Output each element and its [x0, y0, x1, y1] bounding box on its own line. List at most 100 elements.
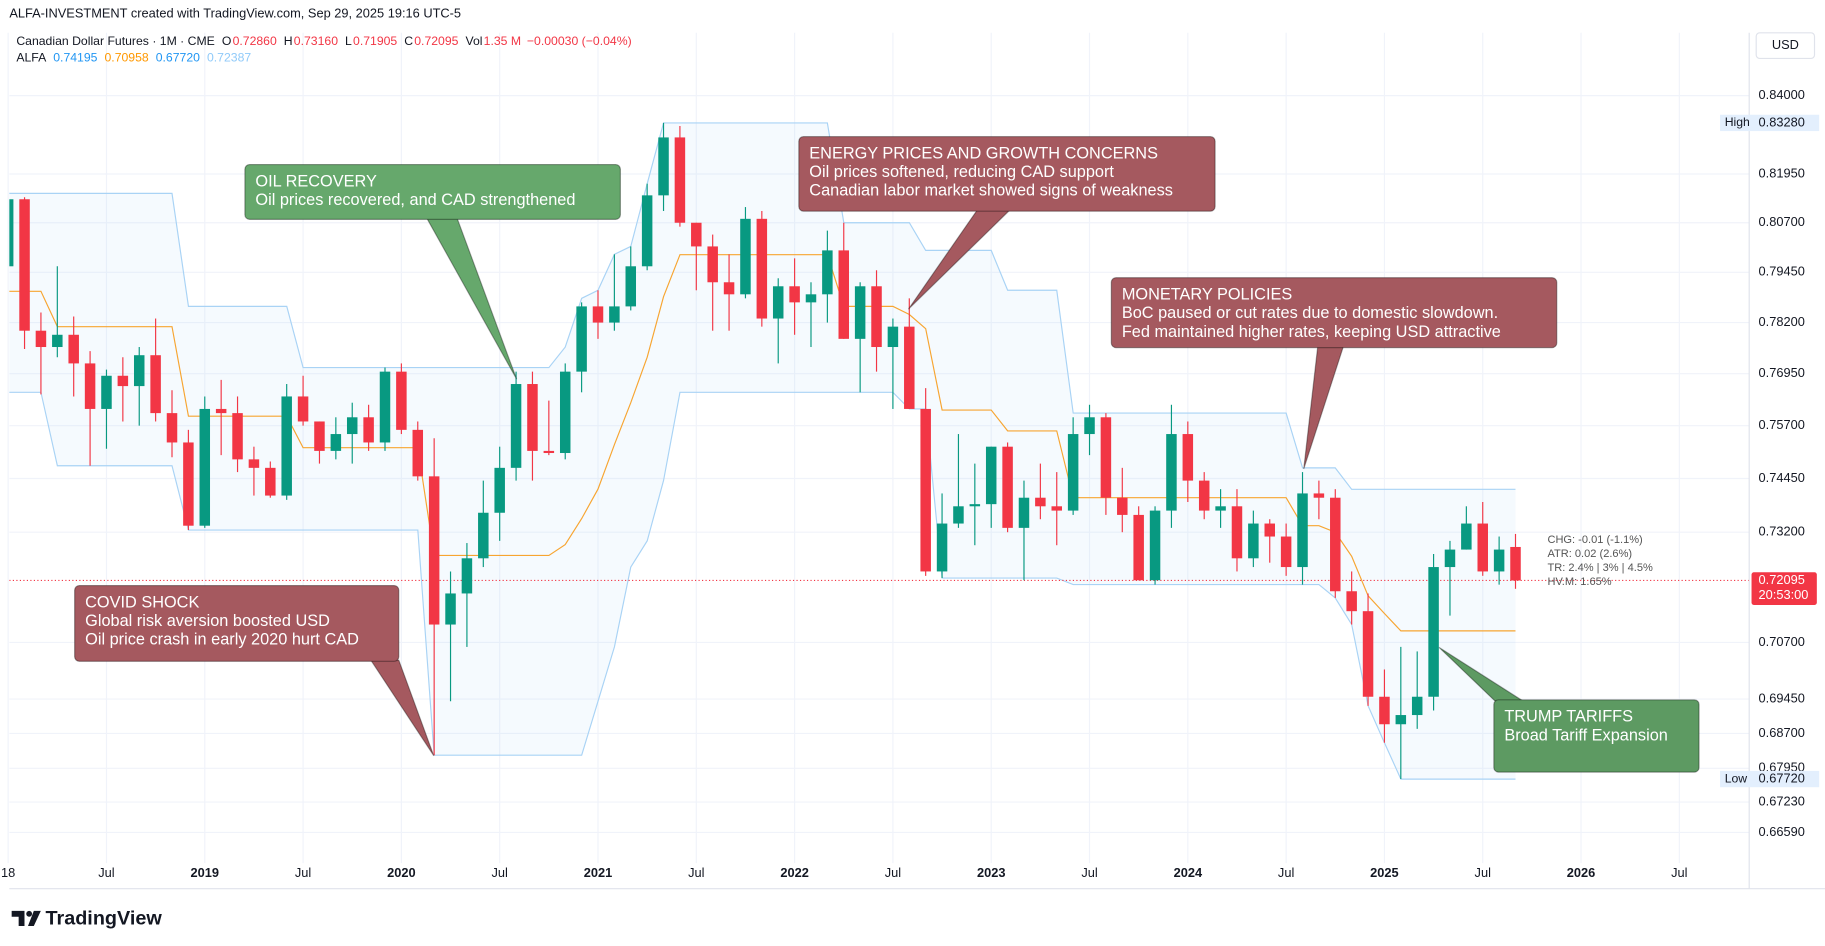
- candle-body: [1280, 536, 1292, 568]
- candle-body: [1313, 493, 1325, 498]
- legend-value: 1.35 M: [484, 34, 521, 48]
- y-tick-label: 0.75700: [1759, 417, 1805, 432]
- candle-body: [84, 363, 96, 409]
- candle-body: [1477, 523, 1488, 572]
- candle-body: [215, 408, 227, 414]
- candle-body: [1117, 497, 1128, 515]
- candle-body: [953, 506, 964, 524]
- indicator-value: 0.67720: [156, 51, 200, 65]
- extreme-name: High: [1725, 115, 1750, 129]
- extreme-label-bg: [1720, 770, 1820, 788]
- annotation-line: Fed maintained higher rates, keeping USD…: [1122, 323, 1501, 341]
- candle-body: [19, 199, 30, 331]
- candle-body: [723, 282, 735, 295]
- x-tick-label: 2025: [1370, 865, 1399, 880]
- candle-body: [363, 417, 374, 443]
- candle-body: [150, 355, 161, 414]
- candle-body: [920, 408, 931, 572]
- candle-body: [510, 384, 522, 468]
- annotation-line: Oil price crash in early 2020 hurt CAD: [85, 631, 359, 649]
- candle-body: [1002, 446, 1013, 528]
- candle-body: [1362, 611, 1374, 697]
- candle-body: [1035, 497, 1046, 507]
- candle-body: [1330, 497, 1341, 592]
- candle-body: [428, 476, 440, 625]
- currency-box[interactable]: [1755, 32, 1816, 60]
- candle-body: [805, 294, 817, 303]
- candle-body: [1182, 434, 1194, 481]
- channel-lower: [9, 391, 1516, 780]
- candle-body: [101, 375, 112, 409]
- y-tick-label: 0.78200: [1759, 314, 1805, 329]
- extreme-name: Low: [1725, 771, 1748, 785]
- logo-slash: [27, 910, 41, 927]
- candle-body: [248, 459, 260, 468]
- annotation-seam: [799, 137, 1214, 211]
- indicator-legend: ALFA 0.74195 0.70958 0.67720 0.72387: [16, 51, 251, 65]
- candle-body: [1346, 591, 1357, 612]
- legend-value: 0.72095: [414, 34, 458, 48]
- x-tick-label: 2022: [780, 865, 809, 880]
- candle-body: [1493, 549, 1505, 572]
- candle-body: [330, 434, 342, 451]
- candle-body: [625, 266, 637, 307]
- last-price-countdown: 20:53:00: [1759, 587, 1809, 602]
- candle-body: [265, 467, 276, 496]
- candle-body: [1215, 506, 1226, 511]
- legend-value: 0.72860: [233, 34, 277, 48]
- candle-body: [609, 306, 620, 323]
- candle-body: [1051, 506, 1062, 511]
- annotation-title: OIL RECOVERY: [255, 172, 377, 190]
- grid: [7, 32, 1750, 864]
- y-tick-label: 0.68700: [1759, 725, 1805, 740]
- candle-body: [1067, 434, 1079, 511]
- candle-body: [1100, 417, 1112, 498]
- candle-body: [1018, 497, 1030, 528]
- candle-body: [740, 218, 751, 295]
- extreme-value: 0.67720: [1759, 770, 1805, 785]
- legend-label: C: [404, 34, 413, 48]
- brand-logo: TradingView: [11, 907, 162, 929]
- annotation-title: TRUMP TARIFFS: [1504, 708, 1633, 726]
- candle-body: [35, 330, 47, 348]
- legend-change: −0.00030 (−0.04%): [527, 34, 632, 48]
- indicator-value: 0.72387: [207, 51, 251, 65]
- legend-value: 0.71905: [353, 34, 397, 48]
- candle-body: [396, 371, 407, 430]
- candle-body: [1231, 506, 1243, 559]
- annotation-line: Broad Tariff Expansion: [1504, 726, 1668, 744]
- extreme-label-bg: [1720, 114, 1820, 132]
- legend-label: H: [284, 34, 293, 48]
- x-tick-label: Jul: [885, 865, 901, 880]
- candle-body: [1297, 493, 1308, 568]
- price-pane: [9, 122, 1750, 780]
- annotation-line: Global risk aversion boosted USD: [85, 612, 330, 630]
- candle-body: [559, 371, 571, 454]
- candle-body: [1248, 523, 1259, 559]
- extreme-value: 0.83280: [1759, 114, 1805, 129]
- candle-body: [674, 137, 686, 223]
- stat-line: ATR: 0.02 (2.6%): [1547, 548, 1632, 560]
- legend-label: L: [345, 34, 352, 48]
- candle-body: [691, 222, 702, 247]
- x-tick-label: 2026: [1567, 865, 1596, 880]
- y-tick-label: 0.66590: [1759, 824, 1805, 839]
- x-tick-label: Jul: [1278, 865, 1294, 880]
- candle-body: [707, 246, 718, 283]
- y-tick-label: 0.67230: [1759, 793, 1805, 808]
- x-tick-label: 2021: [584, 865, 613, 880]
- annotation-seam: [246, 165, 620, 219]
- y-tick-label: 0.73200: [1759, 524, 1805, 539]
- currency[interactable]: USD: [1772, 37, 1799, 52]
- y-tick-label: 0.70700: [1759, 634, 1805, 649]
- candle-body: [658, 137, 669, 196]
- candle-body: [281, 396, 292, 496]
- legend-value: 0.73160: [294, 34, 338, 48]
- candle-body: [527, 384, 538, 451]
- x-tick-label: Jul: [98, 865, 114, 880]
- stat-line: CHG: -0.01 (-1.1%): [1547, 534, 1642, 546]
